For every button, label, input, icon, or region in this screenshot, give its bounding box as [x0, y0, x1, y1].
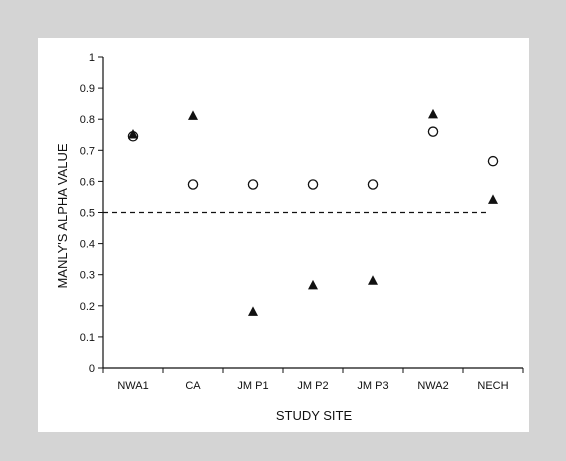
open-circle-point [367, 179, 379, 190]
filled-triangle-point [128, 129, 138, 139]
y-axis: 0 0.1 0.2 0.3 0.4 0.5 0.6 0.7 0.8 0.9 1 [80, 52, 104, 375]
open-circle-point [187, 179, 199, 190]
data-marks [127, 108, 499, 316]
chart-panel: 0 0.1 0.2 0.3 0.4 0.5 0.6 0.7 0.8 0.9 1 NWA1 CA JM P… [38, 38, 529, 432]
y-tick-label: 0.6 [80, 176, 95, 188]
filled-triangle-point [248, 306, 258, 316]
x-tick-label: CA [185, 380, 201, 392]
y-tick-label: 0 [89, 363, 95, 375]
x-tick-label: NWA1 [117, 380, 148, 392]
y-tick-label: 0.1 [80, 332, 95, 344]
x-tick-label: JM P3 [357, 380, 388, 392]
x-tick-label: NECH [477, 380, 508, 392]
scatter-chart: 0 0.1 0.2 0.3 0.4 0.5 0.6 0.7 0.8 0.9 1 NWA1 CA JM P… [55, 52, 524, 423]
y-tick-label: 1 [89, 52, 95, 64]
y-axis-title: MANLY'S ALPHA VALUE [55, 143, 70, 288]
x-axis: NWA1 CA JM P1 JM P2 JM P3 NWA2 NECH [102, 367, 524, 392]
filled-triangle-point [368, 275, 378, 285]
open-circle-point [487, 155, 499, 167]
y-tick-label: 0.7 [80, 145, 95, 157]
open-circle-point [427, 126, 439, 137]
x-tick-label: JM P2 [297, 380, 328, 392]
filled-triangle-point [428, 108, 438, 119]
x-tick-label: JM P1 [237, 380, 268, 392]
open-circle-point [247, 179, 259, 190]
y-tick-label: 0.9 [80, 83, 95, 95]
filled-triangle-point [188, 110, 198, 120]
open-circle-point [307, 179, 319, 190]
x-tick-label: NWA2 [417, 380, 448, 392]
x-axis-title: STUDY SITE [276, 408, 353, 423]
y-tick-label: 0.8 [80, 114, 95, 126]
filled-triangle-point [488, 194, 498, 204]
y-tick-label: 0.2 [80, 301, 95, 313]
y-tick-label: 0.5 [80, 208, 95, 220]
y-tick-label: 0.4 [80, 239, 95, 251]
y-tick-label: 0.3 [80, 270, 95, 282]
filled-triangle-point [308, 279, 318, 290]
